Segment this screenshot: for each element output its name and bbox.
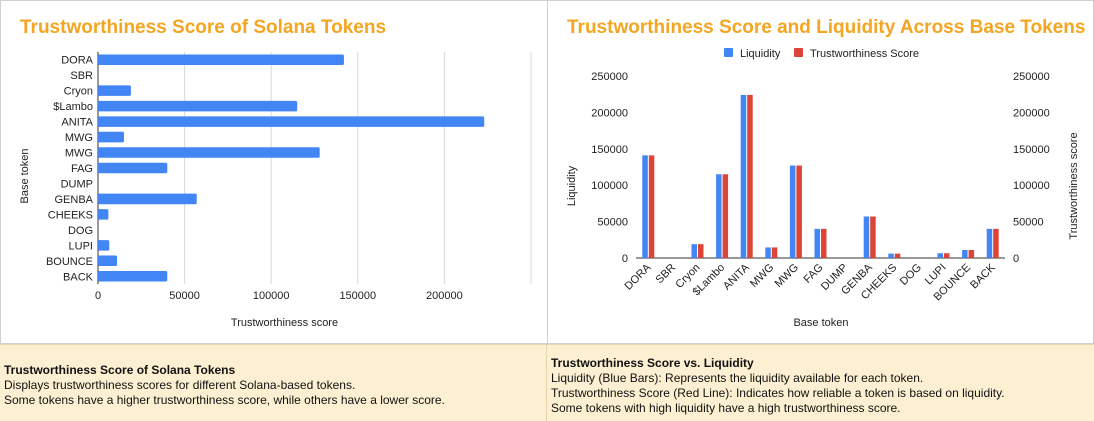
y2-axis-label: Trustworthiness score xyxy=(1068,132,1080,239)
bar xyxy=(98,193,197,205)
y-tick-label: CHEEKS xyxy=(48,209,93,221)
trust-bar xyxy=(870,216,876,258)
trust-bar xyxy=(747,94,753,258)
bar xyxy=(98,255,118,267)
y2-tick-label: 250000 xyxy=(1013,71,1050,83)
liquidity-bar xyxy=(716,174,722,258)
bar xyxy=(98,209,109,220)
bar xyxy=(98,116,485,127)
y-tick-label: BOUNCE xyxy=(46,256,93,268)
trust-bar xyxy=(993,228,999,258)
y2-tick-label: 50000 xyxy=(1013,217,1044,229)
bar xyxy=(98,240,110,251)
x-tick-label: 50000 xyxy=(169,290,200,302)
trust-bar xyxy=(821,228,827,258)
right-caption-line: Trustworthiness Score (Red Line): Indica… xyxy=(551,386,1005,400)
liquidity-bar xyxy=(962,249,968,258)
right-caption-line: Liquidity (Blue Bars): Represents the li… xyxy=(551,371,924,385)
y-tick-label: DOG xyxy=(68,225,93,237)
liquidity-bar xyxy=(789,165,796,258)
trust-bar xyxy=(796,165,802,258)
trust-bar xyxy=(968,249,975,258)
left-caption: Trustworthiness Score of Solana Tokens D… xyxy=(0,344,547,421)
y-tick-label: 250000 xyxy=(591,71,628,83)
y-tick-label: Cryon xyxy=(64,86,93,98)
y-tick-label: GENBA xyxy=(54,194,93,206)
bar xyxy=(98,162,168,174)
trust-bar xyxy=(722,174,729,258)
left-chart-title: Trustworthiness Score of Solana Tokens xyxy=(20,17,387,38)
trust-bar xyxy=(698,244,704,258)
right-caption-title: Trustworthiness Score vs. Liquidity xyxy=(551,356,754,370)
y-axis-label: Base token xyxy=(19,148,31,203)
right-chart-panel: Trustworthiness Score and Liquidity Acro… xyxy=(547,0,1094,344)
x-tick-label: 100000 xyxy=(253,290,290,302)
y-tick-label: DUMP xyxy=(61,178,93,190)
liquidity-bar xyxy=(937,253,943,258)
right-caption-line: Some tokens with high liquidity have a h… xyxy=(551,401,901,415)
y-tick-label: ANITA xyxy=(61,117,93,129)
x-tick-label: 0 xyxy=(95,290,101,302)
x-tick-label: 150000 xyxy=(339,290,376,302)
liquidity-bar xyxy=(888,253,894,258)
x-tick-label: MWG xyxy=(748,262,776,290)
liquidity-bar xyxy=(765,247,771,258)
right-caption: Trustworthiness Score vs. Liquidity Liqu… xyxy=(547,344,1094,421)
y-tick-label: 200000 xyxy=(591,107,628,119)
y-axis-label: Liquidity xyxy=(566,165,578,206)
x-tick-label: 200000 xyxy=(426,290,463,302)
liquidity-bar xyxy=(740,94,747,258)
legend-swatch xyxy=(724,48,733,57)
bar xyxy=(98,54,344,65)
x-tick-label: DOG xyxy=(898,262,924,288)
left-chart-panel: Trustworthiness Score of Solana Tokens 0… xyxy=(0,0,548,344)
trust-bar xyxy=(648,155,655,258)
liquidity-bar xyxy=(863,216,870,258)
right-chart-title: Trustworthiness Score and Liquidity Acro… xyxy=(567,17,1086,38)
left-caption-title: Trustworthiness Score of Solana Tokens xyxy=(4,363,236,377)
bar xyxy=(98,100,298,112)
trust-bar xyxy=(771,247,778,258)
legend-swatch xyxy=(794,48,803,57)
legend-label: Liquidity xyxy=(740,48,781,60)
y2-tick-label: 100000 xyxy=(1013,180,1050,192)
x-tick-label: MWG xyxy=(773,262,801,290)
bar xyxy=(98,131,124,143)
liquidity-bar xyxy=(986,228,993,258)
x-tick-label: DORA xyxy=(622,261,653,292)
bar xyxy=(98,147,320,158)
x-tick-label: BACK xyxy=(968,261,998,291)
bar xyxy=(98,85,131,96)
y-tick-label: SBR xyxy=(70,70,93,82)
trust-bar xyxy=(944,253,950,258)
trust-bar xyxy=(894,253,901,258)
y-tick-label: $Lambo xyxy=(53,101,93,113)
left-caption-line: Some tokens have a higher trustworthines… xyxy=(4,393,445,407)
liquidity-bar xyxy=(814,228,820,258)
y-tick-label: 150000 xyxy=(591,144,628,156)
y-tick-label: FAG xyxy=(71,163,93,175)
y-tick-label: LUPI xyxy=(69,240,93,252)
right-chart-svg: Liquidity Trustworthiness Score 0 0 50000 500… xyxy=(566,48,1080,329)
y-tick-label: 100000 xyxy=(591,180,628,192)
x-tick-label: ANITA xyxy=(721,261,752,292)
y-tick-label: MWG xyxy=(65,148,93,160)
y2-tick-label: 200000 xyxy=(1013,107,1050,119)
y-tick-label: 0 xyxy=(622,253,628,265)
legend-label: Trustworthiness Score xyxy=(810,48,919,60)
liquidity-bar xyxy=(691,244,697,258)
y2-tick-label: 0 xyxy=(1013,253,1019,265)
y2-tick-label: 150000 xyxy=(1013,144,1050,156)
y-tick-label: 50000 xyxy=(597,217,628,229)
x-axis-label: Trustworthiness score xyxy=(231,317,338,329)
liquidity-bar xyxy=(642,155,648,258)
y-tick-label: BACK xyxy=(63,271,94,283)
y-tick-label: DORA xyxy=(61,55,93,67)
x-axis-label: Base token xyxy=(793,317,848,329)
bar xyxy=(98,271,168,282)
y-tick-label: MWG xyxy=(65,132,93,144)
left-caption-line: Displays trustworthiness scores for diff… xyxy=(4,378,356,392)
left-chart-svg: 0 50000 100000 150000 200000 DORA SBR Cryon $Lam… xyxy=(19,52,532,329)
